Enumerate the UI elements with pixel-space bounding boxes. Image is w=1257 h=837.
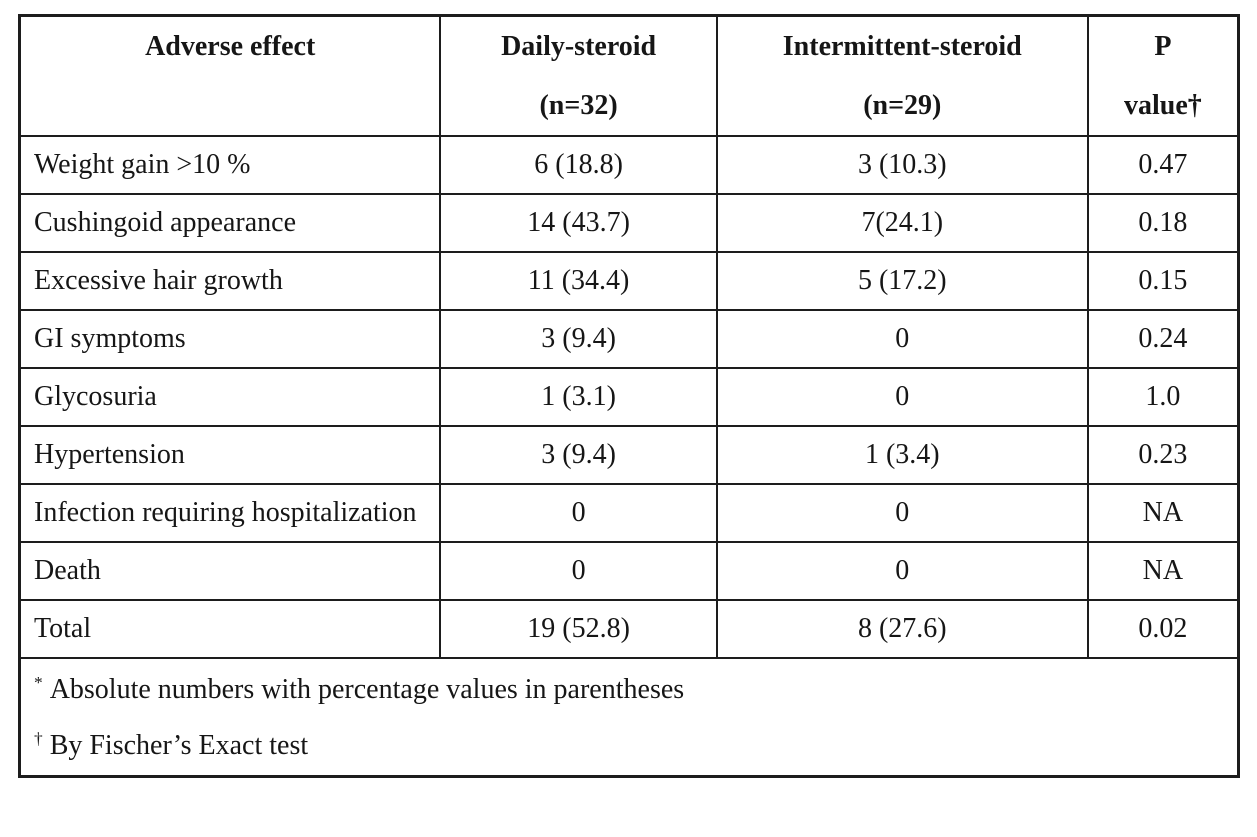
table-row: Total 19 (52.8) 8 (27.6) 0.02 — [18, 599, 1240, 659]
row-daily-cell: 0 — [439, 483, 718, 543]
row-daily-cell: 6 (18.8) — [439, 135, 718, 195]
row-intermittent-cell: 3 (10.3) — [715, 135, 1089, 195]
row-effect-cell: Death — [18, 541, 442, 601]
header-adverse-effect: Adverse effect — [18, 14, 442, 137]
row-intermittent-cell: 7(24.1) — [715, 193, 1089, 253]
row-effect-cell: Infection requiring hospitalization — [18, 483, 442, 543]
header-intermittent-steroid-line1: Intermittent-steroid — [782, 31, 1022, 62]
row-daily-cell: 14 (43.7) — [439, 193, 718, 253]
header-daily-steroid-line1: Daily-steroid — [501, 31, 657, 62]
row-intermittent-cell: 5 (17.2) — [715, 251, 1089, 311]
row-pvalue-cell: 0.18 — [1086, 193, 1240, 253]
footnote-marker: † — [34, 728, 43, 748]
row-intermittent-cell: 0 — [715, 309, 1089, 369]
table-row: Death 0 0 NA — [18, 541, 1240, 601]
row-pvalue-cell: 1.0 — [1086, 367, 1240, 427]
header-adverse-effect-line1: Adverse effect — [145, 31, 316, 62]
row-pvalue-cell: 0.24 — [1086, 309, 1240, 369]
row-pvalue-cell: NA — [1086, 483, 1240, 543]
table-row: Glycosuria 1 (3.1) 0 1.0 — [18, 367, 1240, 427]
row-intermittent-cell: 8 (27.6) — [715, 599, 1089, 659]
row-effect-cell: Hypertension — [18, 425, 442, 485]
footnote-text: Absolute numbers with percentage values … — [49, 674, 685, 705]
footnote-line-1: * Absolute numbers with percentage values… — [34, 662, 1224, 718]
header-daily-steroid: Daily-steroid (n=32) — [439, 14, 718, 137]
table-body: Weight gain >10 % 6 (18.8) 3 (10.3) 0.47 Cus… — [18, 135, 1240, 659]
row-intermittent-cell: 0 — [715, 483, 1089, 543]
row-daily-cell: 3 (9.4) — [439, 425, 718, 485]
footnote-text: By Fischer’s Exact test — [49, 730, 309, 761]
row-effect-cell: Excessive hair growth — [18, 251, 442, 311]
adverse-effects-table: Adverse effect Daily-steroid (n=32) Intermi… — [18, 14, 1240, 778]
row-daily-cell: 19 (52.8) — [439, 599, 718, 659]
row-effect-cell: Weight gain >10 % — [18, 135, 442, 195]
row-effect-cell: Total — [18, 599, 442, 659]
row-intermittent-cell: 0 — [715, 367, 1089, 427]
row-intermittent-cell: 1 (3.4) — [715, 425, 1089, 485]
footnotes: * Absolute numbers with percentage values… — [18, 657, 1240, 777]
header-intermittent-steroid-line2: (n=29) — [863, 90, 942, 121]
header-p-value-line1: P — [1154, 31, 1172, 62]
row-pvalue-cell: 0.15 — [1086, 251, 1240, 311]
table-row: Weight gain >10 % 6 (18.8) 3 (10.3) 0.47 — [18, 135, 1240, 195]
table-row: Cushingoid appearance 14 (43.7) 7(24.1) 0.1… — [18, 193, 1240, 253]
row-effect-cell: Glycosuria — [18, 367, 442, 427]
row-pvalue-cell: 0.47 — [1086, 135, 1240, 195]
header-p-value-line2: value† — [1124, 90, 1202, 121]
header-adverse-effect-line2 — [25, 76, 435, 135]
row-pvalue-cell: 0.23 — [1086, 425, 1240, 485]
row-effect-cell: GI symptoms — [18, 309, 442, 369]
row-daily-cell: 0 — [439, 541, 718, 601]
table-row: Hypertension 3 (9.4) 1 (3.4) 0.23 — [18, 425, 1240, 485]
row-intermittent-cell: 0 — [715, 541, 1089, 601]
footnote-line-2: † By Fischer’s Exact test — [34, 718, 1224, 774]
row-daily-cell: 3 (9.4) — [439, 309, 718, 369]
table-row: GI symptoms 3 (9.4) 0 0.24 — [18, 309, 1240, 369]
table-row: Excessive hair growth 11 (34.4) 5 (17.2) 0.… — [18, 251, 1240, 311]
header-intermittent-steroid: Intermittent-steroid (n=29) — [715, 14, 1089, 137]
row-pvalue-cell: 0.02 — [1086, 599, 1240, 659]
table-header: Adverse effect Daily-steroid (n=32) Intermi… — [18, 14, 1240, 137]
footnote-marker: * — [34, 672, 43, 692]
row-effect-cell: Cushingoid appearance — [18, 193, 442, 253]
row-daily-cell: 1 (3.1) — [439, 367, 718, 427]
footnotes-row: * Absolute numbers with percentage values… — [18, 657, 1240, 777]
table-row: Infection requiring hospitalization 0 0 NA — [18, 483, 1240, 543]
header-daily-steroid-line2: (n=32) — [539, 90, 618, 121]
header-row: Adverse effect Daily-steroid (n=32) Intermi… — [18, 14, 1240, 137]
table-footer: * Absolute numbers with percentage values… — [18, 657, 1240, 777]
row-pvalue-cell: NA — [1086, 541, 1240, 601]
row-daily-cell: 11 (34.4) — [439, 251, 718, 311]
